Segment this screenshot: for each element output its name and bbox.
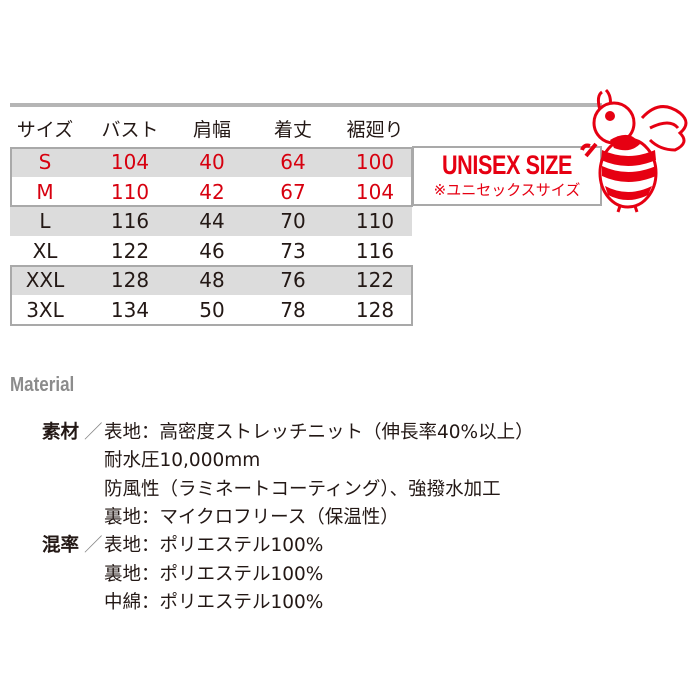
cell-size: S [38,150,52,174]
cell-hem: 116 [355,238,395,263]
cell-shoulder: 48 [199,268,225,293]
cell-size: 3XL [26,298,64,322]
top-divider [10,103,602,107]
header-shoulder: 肩幅 [192,119,231,141]
material-line: 耐水圧10,000mm [42,447,260,475]
material-text: 表地：高密度ストレッチニット（伸長率40%以上） [104,422,534,443]
cell-hem: 128 [355,298,395,322]
xxl-3xl-border [10,265,413,326]
table-row: XXL 128 48 76 122 [10,266,412,296]
header-length: 着丈 [273,119,312,141]
cell-hem: 100 [355,150,395,174]
material-label: 混率 [42,535,80,557]
material-line: 裏地：マイクロフリース（保温性） [42,504,399,532]
unisex-rows-border [10,147,413,207]
cell-hem: 122 [355,268,395,293]
cell-shoulder: 46 [199,238,225,263]
material-line: 裏地：ポリエステル100% [42,561,323,589]
header-hem: 裾廻り [346,119,404,141]
table-row: M 110 42 67 104 [10,178,412,207]
table-row: S 104 40 64 100 [10,148,412,177]
table-header: サイズ バスト 肩幅 着丈 裾廻り [10,116,412,145]
cell-length: 67 [280,179,306,204]
cell-shoulder: 50 [199,298,225,322]
material-line: 中綿：ポリエステル100% [42,589,323,617]
material-text: 裏地：ポリエステル100% [104,563,324,585]
material-label: 素材 [42,422,80,443]
material-text: 中綿：ポリエステル100% [104,591,324,613]
cell-hem: 110 [355,209,395,234]
material-title: Material [10,374,75,396]
cell-size: XL [32,238,58,263]
cell-bust: 116 [110,209,150,234]
cell-bust: 104 [110,150,150,174]
cell-length: 76 [280,268,306,293]
table-row: XL 122 46 73 116 [10,237,412,266]
cell-length: 78 [280,298,306,322]
header-size: サイズ [16,119,74,141]
material-text: 表地：ポリエステル100% [104,535,324,557]
cell-length: 64 [280,150,306,174]
cell-bust: 128 [110,268,150,293]
material-text: 裏地：マイクロフリース（保温性） [104,506,399,528]
unisex-title: UNISEX SIZE [441,150,573,180]
unisex-size-badge: UNISEX SIZE ※ユニセックスサイズ [412,146,602,206]
cell-length: 70 [280,209,306,234]
cell-hem: 104 [355,179,395,204]
unisex-subtitle: ※ユニセックスサイズ [433,181,581,199]
slash-separator: ／ [84,422,103,443]
cell-size: XXL [25,268,65,293]
cell-bust: 110 [110,179,150,204]
material-text: 耐水圧10,000mm [104,450,261,472]
table-row: L 116 44 70 110 [10,207,412,237]
cell-length: 73 [280,238,306,263]
material-line: 混率 ／表地：ポリエステル100% [42,532,323,560]
table-row: 3XL 134 50 78 128 [10,296,412,325]
cell-shoulder: 44 [199,209,225,234]
material-line: 防風性（ラミネートコーティング）、強撥水加工 [42,476,501,504]
material-text: 防風性（ラミネートコーティング）、強撥水加工 [104,478,501,500]
cell-size: M [36,179,54,204]
bee-with-wrench-icon [580,88,688,213]
cell-size: L [39,209,51,234]
cell-bust: 134 [110,298,150,322]
cell-bust: 122 [110,238,150,263]
header-bust: バスト [101,119,159,141]
material-line: 素材 ／表地：高密度ストレッチニット（伸長率40%以上） [42,419,534,447]
cell-shoulder: 42 [199,179,225,204]
cell-shoulder: 40 [199,150,225,174]
slash-separator: ／ [84,535,103,557]
